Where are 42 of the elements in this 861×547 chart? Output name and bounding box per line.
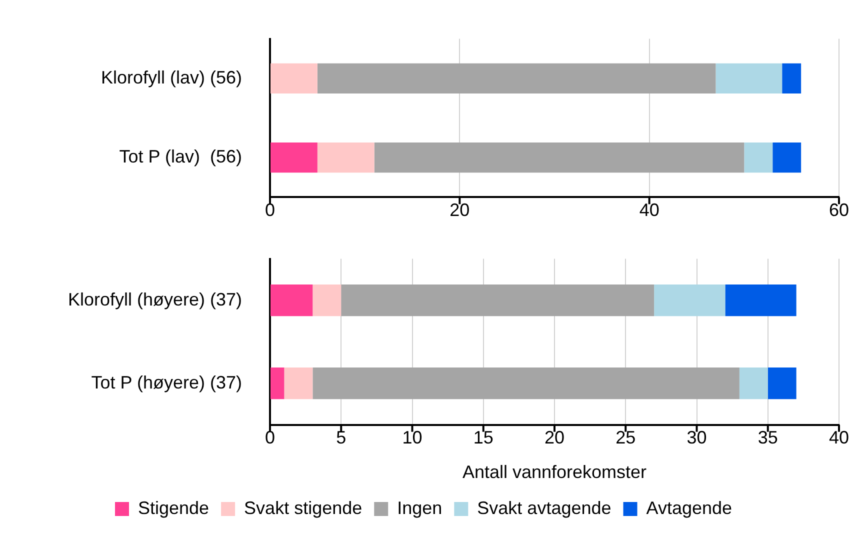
bar [739,368,768,400]
bar [270,63,318,94]
y-tick-label: Tot P (lav) (56) [119,146,242,167]
bar [341,284,654,316]
bar [725,284,796,316]
x-tick-label: 40 [828,428,850,448]
legend-label: Svakt avtagende [477,498,612,518]
x-tick-label: 60 [828,200,850,220]
x-tick-label: 0 [264,428,276,448]
bar [317,142,374,173]
bar [270,284,313,316]
legend-label: Svakt stigende [244,498,362,518]
legend-label: Stigende [138,498,210,518]
bar [654,284,726,316]
bar [716,63,782,94]
bar [312,368,740,400]
bar [312,284,342,316]
y-tick-label: Klorofyll (lav) (56) [100,67,242,88]
bar [270,142,318,173]
bar [284,368,313,400]
y-tick-label: Klorofyll (høyere) (37) [68,289,242,310]
x-tick-label: 0 [264,200,276,220]
x-tick-label: 25 [616,428,636,448]
bar [744,142,773,173]
x-tick-label: 20 [450,200,470,220]
bar [768,368,796,400]
x-tick-label: 10 [402,428,422,448]
bar [782,63,802,94]
legend-label: Ingen [397,498,442,518]
bar [772,142,802,173]
x-tick-label: 15 [473,428,494,448]
bar [270,368,284,400]
y-tick-label: Tot P (høyere) (37) [91,372,242,392]
x-tick-label: 35 [758,428,778,448]
bar [374,142,744,173]
bar [317,63,716,94]
x-tick-label: 20 [544,428,565,448]
x-tick-label: 5 [336,428,346,448]
x-tick-label: 40 [639,200,660,220]
legend-label: Avtagende [646,498,732,518]
x-axis-title: Antall vannforekomster [462,462,647,482]
x-tick-label: 30 [686,428,707,448]
